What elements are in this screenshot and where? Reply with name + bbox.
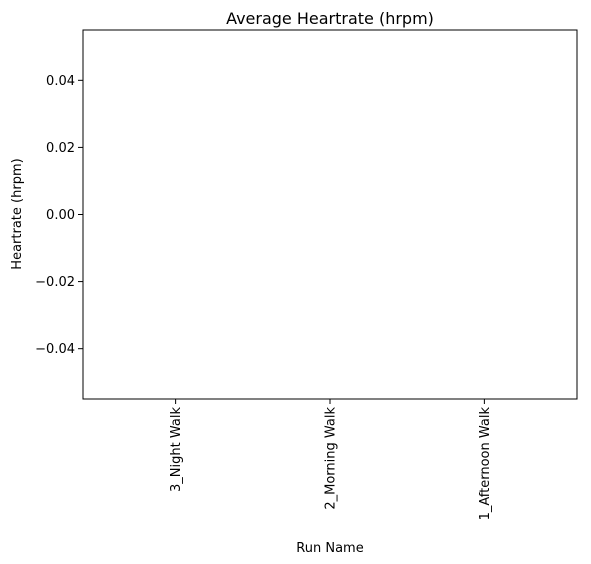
y-tick-label: 0.00 xyxy=(46,208,75,223)
y-axis-label: Heartrate (hrpm) xyxy=(10,158,25,269)
y-tick-label: −0.04 xyxy=(35,342,75,357)
x-axis-label: Run Name xyxy=(296,541,363,556)
x-tick-label: 1_Afternoon Walk xyxy=(478,407,493,521)
x-tick-label: 3_Night Walk xyxy=(169,407,184,492)
x-axis-ticks: 3_Night Walk 2_Morning Walk 1_Afternoon Wa… xyxy=(169,399,493,520)
plot-area xyxy=(82,29,578,400)
y-tick-label: −0.02 xyxy=(35,275,75,290)
chart-title: Average Heartrate (hrpm) xyxy=(226,9,434,28)
y-axis-ticks: 0.04 0.02 0.00 −0.02 −0.04 xyxy=(35,74,83,357)
y-tick-label: 0.02 xyxy=(46,141,75,156)
x-tick-label: 2_Morning Walk xyxy=(324,407,339,510)
y-tick-label: 0.04 xyxy=(46,74,75,89)
